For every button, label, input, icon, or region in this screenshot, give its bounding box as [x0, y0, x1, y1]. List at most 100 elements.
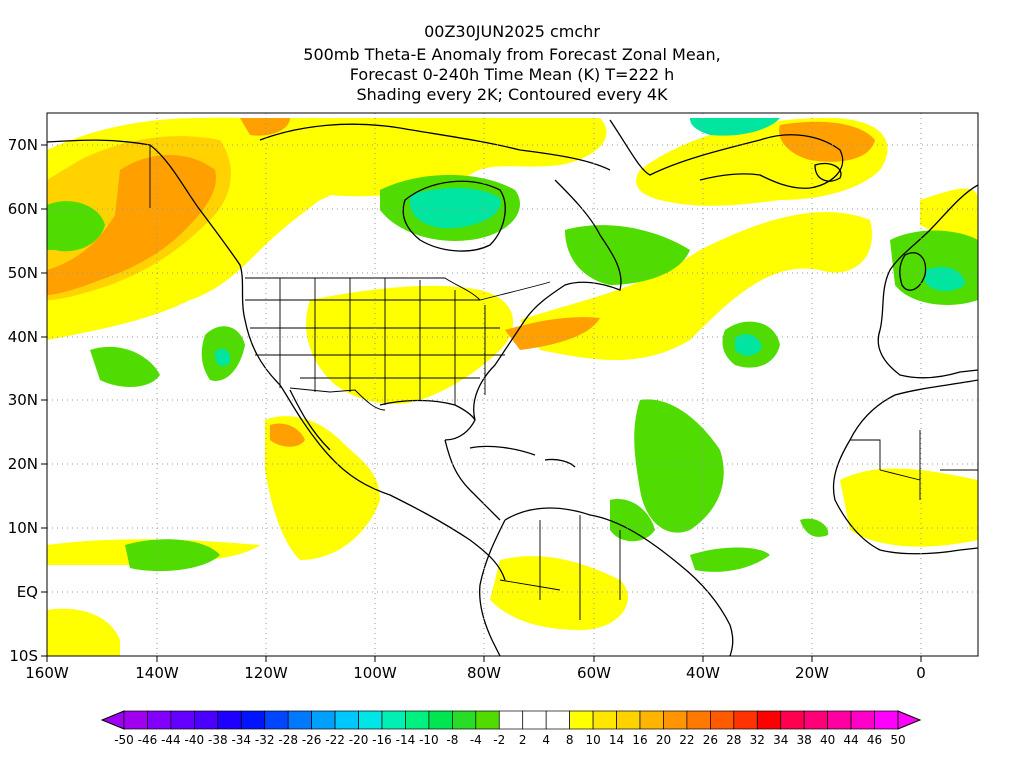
colorbar-label: -40: [185, 733, 205, 747]
colorbar-label: 32: [750, 733, 765, 747]
coast-arctic-islands: [259, 123, 611, 171]
colorbar-label: 10: [585, 733, 600, 747]
colorbar-label: -8: [446, 733, 458, 747]
colorbar-swatch: [545, 710, 570, 730]
colorbar-label: 46: [867, 733, 882, 747]
shade-us-yellow: [306, 285, 514, 404]
title-line-2: 500mb Theta-E Anomaly from Forecast Zona…: [303, 45, 721, 64]
colorbar-swatch: [616, 710, 641, 730]
colorbar-swatch: [287, 710, 312, 730]
colorbar-label: -38: [208, 733, 228, 747]
shade-labrador-green: [565, 225, 690, 285]
shade-central-pacific-green: [90, 346, 160, 387]
colorbar-label: 34: [773, 733, 788, 747]
colorbar-swatch: [147, 710, 172, 730]
border-us-mexico: [289, 387, 386, 411]
colorbar-swatch: [756, 710, 782, 730]
lat-label: 30N: [8, 391, 38, 409]
lat-label: 20N: [8, 455, 38, 473]
colorbar-label: -44: [161, 733, 181, 747]
lon-labels: 160W 140W 120W 100W 80W 60W 40W 20W 0: [25, 664, 926, 682]
shade-europe-teal: [925, 266, 965, 292]
shade-hudson-orange: [240, 118, 290, 136]
us-state-lines-west: [279, 278, 386, 405]
colorbar-label: -32: [255, 733, 275, 747]
shade-east-pacific-green: [125, 539, 220, 572]
shade-south-pacific-yellow: [47, 608, 120, 656]
colorbar-swatch: [498, 710, 524, 730]
axis-ticks: [41, 144, 922, 662]
colorbar-swatch: [827, 710, 852, 730]
colorbar-arrow-right: [897, 710, 922, 730]
lon-label: 140W: [135, 664, 179, 682]
lon-label: 80W: [467, 664, 501, 682]
colorbar-label: -50: [114, 733, 134, 747]
colorbar-swatch: [240, 710, 266, 730]
colorbar-swatch: [194, 710, 219, 730]
colorbar-swatch: [123, 710, 148, 730]
colorbar-swatch: [874, 710, 899, 730]
colorbar-swatch: [569, 710, 594, 730]
colorbar-swatch: [780, 710, 805, 730]
coast-europe: [877, 184, 978, 379]
colorbar-label: -10: [419, 733, 439, 747]
lat-label: 40N: [8, 328, 38, 346]
shade-atlantic-orange: [505, 317, 600, 350]
shading-layer: [47, 117, 978, 656]
title-line-3: Forecast 0-240h Time Mean (K) T=222 h: [349, 65, 675, 84]
colorbar-swatch: [663, 710, 688, 730]
shade-south-america-yellow: [490, 556, 628, 630]
colorbar-swatch: [522, 710, 547, 730]
lat-label: EQ: [17, 583, 38, 601]
africa-borders: [850, 430, 978, 500]
colorbar-swatch: [170, 710, 195, 730]
lat-label: 10N: [8, 519, 38, 537]
colorbar-swatch: [733, 710, 758, 730]
colorbar-label: 50: [890, 733, 905, 747]
shade-gulf-of-alaska-green: [47, 201, 105, 252]
colorbar-swatch: [452, 710, 477, 730]
colorbar-swatch: [217, 710, 242, 730]
title-line-1: 00Z30JUN2025 cmchr: [424, 22, 600, 41]
lon-label: 60W: [577, 664, 611, 682]
colorbar-label: -2: [493, 733, 505, 747]
colorbar-swatch: [592, 710, 617, 730]
colorbar-label: 20: [656, 733, 671, 747]
colorbar-swatch: [405, 710, 430, 730]
colorbar-label: 22: [679, 733, 694, 747]
shade-greenland-north-teal: [690, 118, 780, 136]
shade-mexico-yellow: [265, 416, 380, 560]
lon-label: 120W: [244, 664, 288, 682]
coast-africa: [832, 379, 978, 555]
shade-azores-teal: [735, 334, 762, 356]
colorbar-label: 14: [609, 733, 624, 747]
shade-south-atlantic-green: [690, 547, 770, 572]
lon-label: 40W: [686, 664, 720, 682]
colorbar-label: -26: [302, 733, 322, 747]
plot-frame: [46, 112, 979, 657]
title-line-4: Shading every 2K; Contoured every 4K: [356, 85, 668, 104]
colorbar-swatch: [850, 710, 875, 730]
shade-atlantic-band-yellow: [520, 211, 872, 360]
colorbar-label: 8: [566, 733, 574, 747]
lat-label: 10S: [9, 647, 38, 665]
coast-central-america: [444, 439, 501, 521]
colorbar-label: -28: [278, 733, 298, 747]
coast-gulf-of-mexico: [379, 399, 476, 441]
colorbar-label: 26: [703, 733, 718, 747]
shade-mid-atlantic-green: [634, 399, 724, 533]
shade-mexico-orange: [270, 423, 305, 447]
coast-iceland: [814, 162, 842, 182]
colorbar-swatch: [334, 710, 359, 730]
lat-label: 70N: [8, 136, 38, 154]
shade-tropical-atlantic-green: [610, 499, 655, 542]
colorbar-label: 28: [726, 733, 741, 747]
lon-label: 160W: [25, 664, 69, 682]
colorbar-label: -22: [325, 733, 345, 747]
shade-east-atlantic-yellow: [920, 188, 978, 242]
grid-layer: [47, 113, 978, 656]
coast-hispaniola: [544, 458, 576, 468]
colorbar-label: 44: [843, 733, 858, 747]
coast-baja: [289, 389, 331, 451]
colorbar-swatch: [710, 710, 735, 730]
